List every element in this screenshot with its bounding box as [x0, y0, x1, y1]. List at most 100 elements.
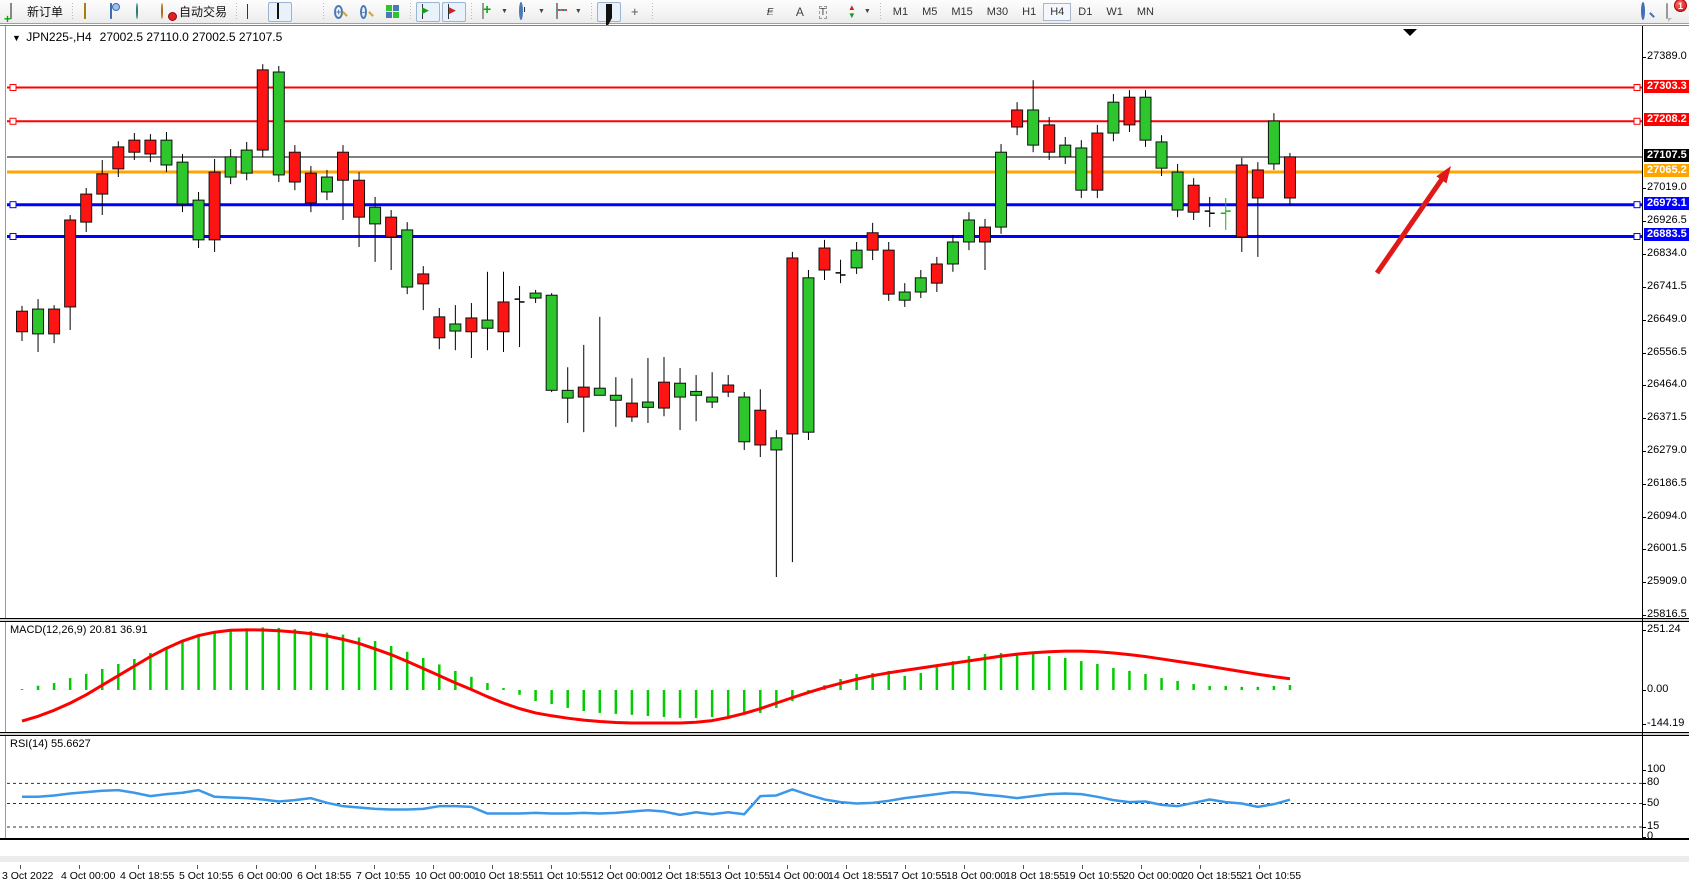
- candle[interactable]: [465, 317, 478, 333]
- chart-shift-marker[interactable]: [1403, 29, 1417, 36]
- indicators-button[interactable]: ▼: [477, 2, 512, 22]
- candle[interactable]: [1283, 156, 1296, 199]
- templates-button[interactable]: ▼: [551, 2, 586, 22]
- candle[interactable]: [112, 146, 125, 170]
- candle[interactable]: [1075, 147, 1088, 191]
- candle[interactable]: [561, 389, 574, 399]
- candle[interactable]: [658, 381, 670, 409]
- timeframe-w1[interactable]: W1: [1106, 5, 1123, 18]
- candle[interactable]: [353, 179, 366, 218]
- candle[interactable]: [96, 173, 109, 195]
- channel-tool-button[interactable]: [736, 2, 760, 22]
- panel-separator[interactable]: [0, 732, 1689, 736]
- resistance-line-1-handle[interactable]: [1633, 84, 1641, 92]
- candle[interactable]: [898, 291, 911, 301]
- candle[interactable]: [690, 390, 703, 396]
- candle[interactable]: [1011, 109, 1024, 128]
- candle[interactable]: [802, 277, 815, 433]
- candle[interactable]: [160, 139, 173, 166]
- candle[interactable]: [1235, 164, 1248, 238]
- market-button[interactable]: [130, 2, 154, 22]
- support-line-2-handle[interactable]: [1633, 232, 1641, 240]
- rsi-panel[interactable]: [0, 734, 1642, 839]
- new-order-button[interactable]: 新订单: [4, 2, 67, 22]
- trendline-tool-button[interactable]: [710, 2, 734, 22]
- candle[interactable]: [593, 387, 606, 396]
- candle[interactable]: [240, 149, 253, 174]
- candle[interactable]: [850, 249, 863, 269]
- timeframe-m30[interactable]: M30: [986, 5, 1009, 18]
- candle[interactable]: [320, 176, 333, 193]
- support-line-1-handle[interactable]: [9, 201, 17, 209]
- strategy-tester-button[interactable]: [104, 2, 128, 22]
- candle[interactable]: [385, 216, 398, 238]
- candle[interactable]: [417, 273, 430, 285]
- candle[interactable]: [1059, 144, 1072, 158]
- search-button[interactable]: [1635, 1, 1659, 22]
- timeframe-m1[interactable]: M1: [892, 5, 909, 18]
- candle[interactable]: [433, 316, 446, 339]
- chevron-down-icon[interactable]: ▼: [574, 8, 582, 15]
- candle[interactable]: [304, 172, 317, 204]
- candle[interactable]: [722, 384, 735, 393]
- candle[interactable]: [481, 319, 494, 329]
- candlestick-chart-button[interactable]: [268, 1, 293, 22]
- candle[interactable]: [706, 396, 719, 403]
- panel-separator[interactable]: [0, 618, 1689, 622]
- tile-windows-button[interactable]: [381, 2, 405, 22]
- chevron-down-icon[interactable]: ▼: [863, 8, 871, 15]
- timeframe-h1[interactable]: H1: [1022, 5, 1037, 18]
- candle[interactable]: [625, 402, 638, 418]
- candle[interactable]: [449, 323, 462, 332]
- horizontal-line-tool-button[interactable]: [684, 2, 708, 22]
- candle[interactable]: [914, 277, 927, 293]
- candle[interactable]: [529, 292, 542, 299]
- candle[interactable]: [16, 310, 28, 333]
- candle[interactable]: [224, 156, 237, 178]
- candle[interactable]: [337, 151, 349, 181]
- candle[interactable]: [1107, 101, 1120, 134]
- candle[interactable]: [1251, 169, 1264, 199]
- candle[interactable]: [866, 232, 879, 251]
- metaeditor-button[interactable]: [78, 2, 102, 22]
- candle[interactable]: [786, 257, 799, 435]
- arrows-tool-button[interactable]: ▲ ▼ ▼: [840, 2, 875, 22]
- candle[interactable]: [64, 219, 77, 308]
- resistance-line-2-handle[interactable]: [9, 117, 17, 125]
- timeframe-m15[interactable]: M15: [951, 5, 973, 18]
- timeframe-h4[interactable]: H4: [1043, 2, 1072, 21]
- candle[interactable]: [979, 226, 991, 243]
- trend-arrow-annotation[interactable]: [1374, 172, 1448, 275]
- candle[interactable]: [754, 409, 767, 446]
- candle[interactable]: [962, 219, 975, 243]
- bar-chart-button[interactable]: [242, 2, 266, 22]
- candle[interactable]: [641, 401, 654, 408]
- chart-shift-button[interactable]: [442, 1, 467, 22]
- timeframe-mn[interactable]: MN: [1136, 5, 1154, 18]
- candle[interactable]: [882, 249, 895, 295]
- candle[interactable]: [401, 229, 414, 288]
- text-label-tool-button[interactable]: T: [814, 2, 838, 22]
- candle[interactable]: [272, 71, 285, 176]
- timeframe-d1[interactable]: D1: [1078, 5, 1093, 18]
- macd-panel[interactable]: [0, 621, 1642, 732]
- candle[interactable]: [738, 396, 751, 443]
- candle[interactable]: [369, 206, 382, 225]
- cursor-tool-button[interactable]: [596, 1, 621, 29]
- chart-title-collapse-icon[interactable]: ▼: [12, 33, 21, 43]
- candle[interactable]: [192, 199, 205, 241]
- candle[interactable]: [577, 386, 590, 398]
- support-line-1-handle[interactable]: [1633, 201, 1641, 209]
- resistance-line-1-handle[interactable]: [9, 84, 17, 92]
- candle[interactable]: [545, 294, 558, 391]
- candle[interactable]: [1267, 120, 1280, 165]
- candle[interactable]: [32, 308, 45, 335]
- candle[interactable]: [497, 301, 510, 333]
- candle[interactable]: [48, 308, 61, 335]
- candle[interactable]: [80, 193, 93, 223]
- candle[interactable]: [1155, 141, 1168, 169]
- zoom-out-button[interactable]: -: [355, 2, 379, 22]
- candle[interactable]: [674, 382, 687, 398]
- candle[interactable]: [1091, 132, 1104, 191]
- candle[interactable]: [288, 151, 301, 183]
